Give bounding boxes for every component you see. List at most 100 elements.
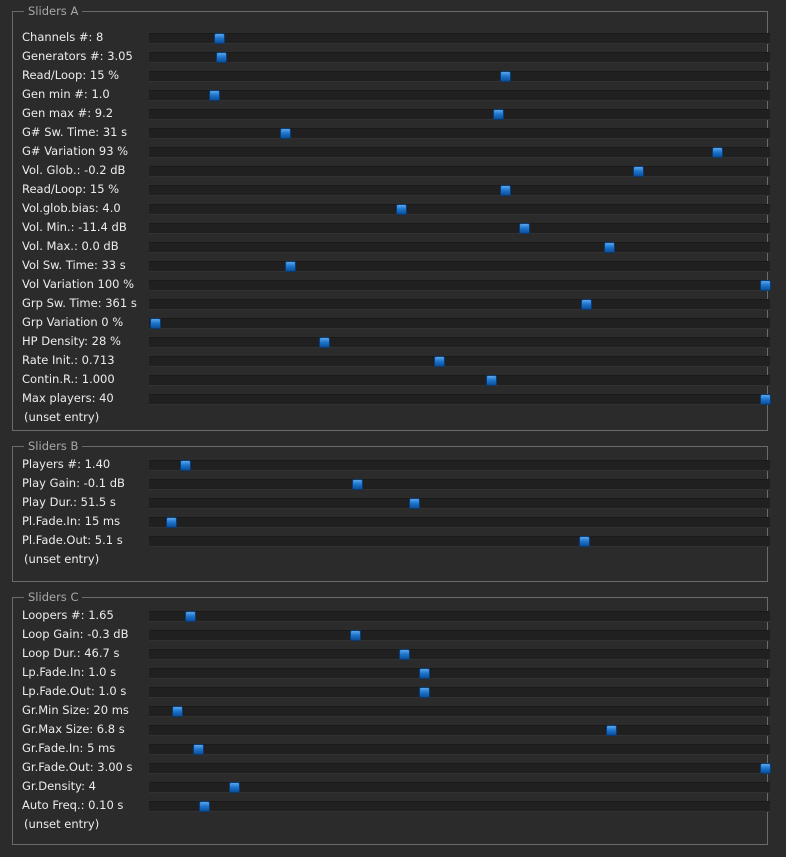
slider-thumb[interactable] [284,261,296,272]
slider-row: Rate Init.: 0.713 [22,351,770,370]
slider-track[interactable] [149,706,770,717]
slider-track[interactable] [149,128,770,139]
slider-label: Contin.R.: 1.000 [22,372,115,386]
slider-track[interactable] [149,668,770,679]
slider-track[interactable] [149,299,770,310]
slider-row: Gr.Fade.Out: 3.00 s [22,758,771,777]
slider-thumb[interactable] [500,71,512,82]
slider-track[interactable] [149,223,770,234]
slider-label: HP Density: 28 % [22,334,121,348]
slider-thumb[interactable] [433,356,445,367]
slider-track[interactable] [149,782,770,793]
slider-track[interactable] [149,147,770,158]
slider-row: Gr.Density: 4 [22,777,770,796]
slider-track[interactable] [149,479,770,490]
slider-track[interactable] [149,801,770,812]
slider-track[interactable] [149,649,770,660]
slider-thumb[interactable] [606,725,618,736]
slider-row: Loop Dur.: 46.7 s [22,644,770,663]
slider-track[interactable] [149,498,770,509]
slider-row: Gr.Min Size: 20 ms [22,701,770,720]
slider-thumb[interactable] [760,280,771,291]
slider-label: Players #: 1.40 [22,457,111,471]
slider-label: Auto Freq.: 0.10 s [22,798,124,812]
slider-thumb[interactable] [150,318,161,329]
slider-track[interactable] [149,242,770,253]
slider-track[interactable] [149,394,771,405]
slider-thumb[interactable] [198,801,210,812]
slider-track[interactable] [149,90,770,101]
slider-track[interactable] [149,109,770,120]
slider-thumb[interactable] [184,611,196,622]
slider-track[interactable] [149,356,770,367]
slider-thumb[interactable] [193,744,205,755]
slider-thumb[interactable] [209,90,221,101]
slider-row: G# Sw. Time: 31 s [22,123,770,142]
slider-thumb[interactable] [633,166,645,177]
slider-thumb[interactable] [165,517,177,528]
slider-track[interactable] [149,337,770,348]
slider-track[interactable] [149,204,770,215]
slider-track[interactable] [149,517,770,528]
slider-row: Contin.R.: 1.000 [22,370,770,389]
slider-track[interactable] [149,33,770,44]
slider-thumb[interactable] [351,479,363,490]
slider-track[interactable] [149,536,770,547]
slider-thumb[interactable] [228,782,240,793]
slider-thumb[interactable] [760,763,771,774]
slider-group-b: Sliders B Players #: 1.40 Play Gain: -0.1 … [12,438,770,582]
slider-thumb[interactable] [760,394,771,405]
slider-row: Pl.Fade.Out: 5.1 s [22,531,770,550]
unset-entry[interactable]: (unset entry) [24,817,100,831]
group-title: Sliders C [24,589,83,605]
slider-thumb[interactable] [580,299,592,310]
slider-track[interactable] [149,185,770,196]
slider-thumb[interactable] [409,498,421,509]
slider-thumb[interactable] [578,536,590,547]
slider-track[interactable] [149,261,770,272]
slider-track[interactable] [149,744,770,755]
slider-track[interactable] [149,460,770,471]
slider-track[interactable] [149,71,770,82]
unset-entry[interactable]: (unset entry) [24,410,100,424]
slider-track[interactable] [149,611,770,622]
slider-thumb[interactable] [711,147,723,158]
slider-track[interactable] [149,318,770,329]
slider-label: Channels #: 8 [22,30,104,44]
slider-thumb[interactable] [398,649,410,660]
slider-row: Vol. Glob.: -0.2 dB [22,161,770,180]
slider-track[interactable] [149,52,770,63]
slider-track[interactable] [149,763,771,774]
slider-thumb[interactable] [419,687,430,698]
slider-row: Lp.Fade.Out: 1.0 s [22,682,770,701]
slider-row: Gen max #: 9.2 [22,104,770,123]
slider-row: Vol Sw. Time: 33 s [22,256,770,275]
slider-track[interactable] [149,630,770,641]
slider-thumb[interactable] [500,185,512,196]
slider-label: Vol Variation 100 % [22,277,135,291]
slider-row: Gen min #: 1.0 [22,85,770,104]
slider-thumb[interactable] [395,204,407,215]
slider-track[interactable] [149,280,771,291]
slider-label: Gr.Max Size: 6.8 s [22,722,125,736]
slider-track[interactable] [149,687,770,698]
slider-thumb[interactable] [318,337,330,348]
slider-thumb[interactable] [179,460,191,471]
slider-thumb[interactable] [519,223,531,234]
unset-entry[interactable]: (unset entry) [24,552,100,566]
slider-thumb[interactable] [419,668,430,679]
slider-track[interactable] [149,375,770,386]
slider-thumb[interactable] [279,128,291,139]
slider-thumb[interactable] [171,706,183,717]
slider-thumb[interactable] [216,52,228,63]
slider-label: Max players: 40 [22,391,114,405]
slider-label: Vol. Glob.: -0.2 dB [22,163,126,177]
slider-label: Loop Dur.: 46.7 s [22,646,120,660]
slider-thumb[interactable] [350,630,362,641]
slider-thumb[interactable] [493,109,505,120]
slider-track[interactable] [149,725,770,736]
slider-track[interactable] [149,166,770,177]
slider-thumb[interactable] [486,375,498,386]
slider-thumb[interactable] [604,242,616,253]
slider-thumb[interactable] [214,33,226,44]
